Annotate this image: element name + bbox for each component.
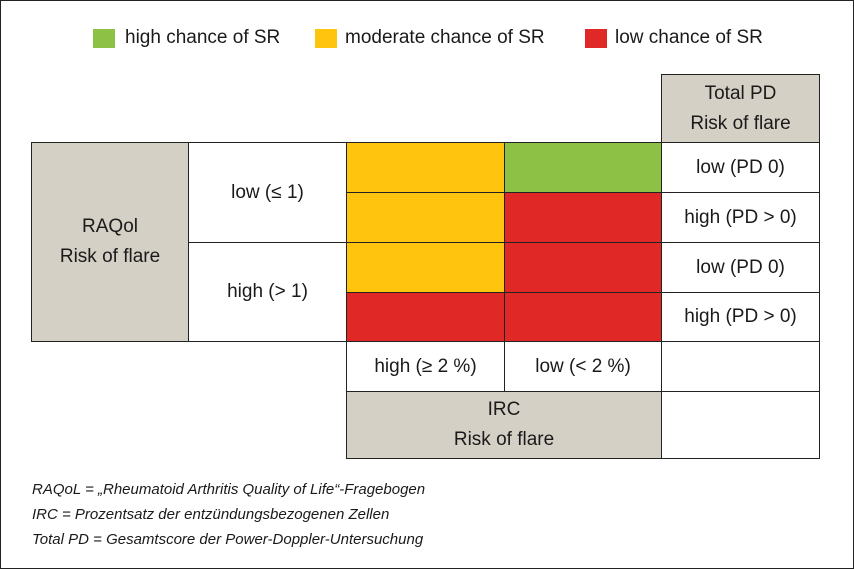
grid-cell-r3-c1: [346, 242, 505, 293]
grid-cell-r2-c1: [346, 192, 505, 243]
raqol-level-high: high (> 1): [188, 242, 347, 342]
grid-cell-r4-c2: [504, 292, 662, 342]
irc-header: IRC Risk of flare: [346, 391, 662, 459]
footnote-raqol: RAQoL = „Rheumatoid Arthritis Quality of…: [32, 481, 426, 498]
raqol-header-line2: Risk of flare: [59, 246, 161, 267]
grid-cell-r4-c1: [346, 292, 505, 342]
pd-level-1: low (PD 0): [661, 142, 820, 193]
legend-swatch-low: [585, 29, 607, 48]
legend-swatch-moderate: [315, 29, 337, 48]
footnote-pd: Total PD = Gesamtscore der Power-Doppler…: [32, 531, 424, 548]
pd-level-2: high (PD > 0): [661, 192, 820, 243]
pd-level-4: high (PD > 0): [661, 292, 820, 342]
empty-cell-lower: [661, 391, 820, 459]
irc-level-high: high (≥ 2 %): [346, 341, 505, 392]
legend-label-low: low chance of SR: [615, 27, 763, 48]
irc-header-line2: Risk of flare: [453, 429, 555, 450]
pd-level-3: low (PD 0): [661, 242, 820, 293]
footnote-irc: IRC = Prozentsatz der entzündungsbezogen…: [32, 506, 390, 523]
grid-cell-r1-c2: [504, 142, 662, 193]
empty-cell-upper: [661, 341, 820, 392]
raqol-level-low: low (≤ 1): [188, 142, 347, 243]
raqol-header-line1: RAQol: [82, 216, 138, 237]
irc-header-line1: IRC: [487, 399, 521, 420]
legend-label-moderate: moderate chance of SR: [345, 27, 545, 48]
pd-header: Total PD Risk of flare: [661, 74, 820, 143]
irc-level-low: low (< 2 %): [504, 341, 662, 392]
grid-cell-r2-c2: [504, 192, 662, 243]
pd-header-line1: Total PD: [704, 82, 777, 104]
grid-cell-r1-c1: [346, 142, 505, 193]
legend-swatch-high: [93, 29, 115, 48]
raqol-header: RAQol Risk of flare: [31, 142, 189, 342]
legend-label-high: high chance of SR: [125, 27, 281, 48]
pd-header-line2: Risk of flare: [690, 112, 791, 134]
grid-cell-r3-c2: [504, 242, 662, 293]
